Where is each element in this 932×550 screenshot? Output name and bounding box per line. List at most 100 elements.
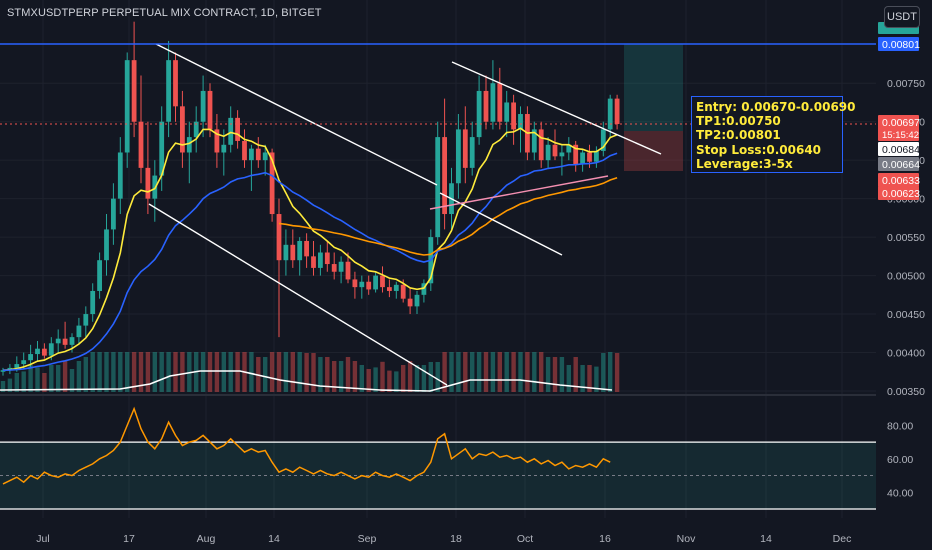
volume-bar [235,352,240,392]
volume-bar [166,352,171,392]
candle [186,121,192,184]
volume-bar [490,352,496,392]
support-trendline [429,175,609,210]
volume-bar [442,352,447,392]
candle [124,52,130,168]
price-tag: 15:15:42 [878,127,919,141]
candle [318,244,323,276]
candle [469,121,475,176]
candle [566,137,572,161]
candle [387,279,392,298]
candle [518,106,523,153]
volume-bar [594,366,599,392]
candle [504,90,510,138]
candle [290,229,296,268]
candle [117,137,123,215]
candle [338,256,344,284]
candle [366,275,372,295]
time-tick-label: 16 [599,533,611,545]
volume-bar [511,352,516,392]
time-tick-label: 18 [450,533,462,545]
price-tag: 0.00684 [878,142,920,156]
volume-bar [483,352,489,392]
candle [580,148,585,172]
volume-bar [449,352,454,392]
volume-bar [539,352,544,392]
volume-bar [56,365,61,392]
volume-bar [359,365,364,392]
price-tick-label: 0.00550 [887,232,925,244]
volume-bar [104,352,109,392]
candle [207,83,213,138]
candle [456,114,461,199]
volume-bar [83,357,88,392]
volume-bar [552,357,558,392]
ema-slow-line [278,177,618,256]
rsi-tick-label: 60.00 [887,454,913,466]
volume-bar [504,352,509,392]
candle [373,271,378,293]
candle [345,252,351,284]
ema-mid-line [2,152,618,371]
volume-bar [497,352,502,392]
volume-ma-line [0,370,613,392]
volume-bar [345,357,351,392]
price-tag-text: 0.00633 [882,175,920,187]
volume-bar [97,352,102,392]
time-tick-label: Aug [197,533,216,545]
candle [497,67,503,130]
price-tick-label: 0.00500 [887,271,925,283]
price-tag-text: 0.00623 [882,188,920,200]
candle [76,317,82,345]
volume-bar [49,365,54,392]
indicator-lines [0,127,618,392]
candle [221,129,227,176]
currency-button[interactable]: USDT [884,6,920,28]
candle [35,340,40,362]
rsi-line [2,406,611,485]
channel-upper-line [155,43,438,186]
candle [297,237,303,276]
candle [304,233,309,268]
volume-bar [587,365,592,392]
volume-bar [145,352,151,392]
candle [476,75,482,145]
price-tag: 0.00801 [878,37,920,51]
candle [262,144,268,176]
volume-bar [180,352,185,392]
volume-bar [111,352,116,392]
price-tag: 0.00633 [878,173,920,187]
candle [511,94,516,145]
time-tick-label: Nov [677,533,696,545]
entry-text: Entry: 0.00670-0.00690 [696,100,856,114]
channel-lower-line [148,203,448,386]
candle [483,75,489,130]
volume-bar [221,352,226,392]
candle [614,94,620,130]
candle [311,240,316,276]
candle [42,343,47,359]
volume-bar [297,352,302,392]
candle [228,106,234,153]
candle [55,329,61,353]
volume-bar [200,352,206,392]
candle [538,121,544,168]
time-tick-label: Oct [517,533,533,545]
price-tag-text: 0.00801 [882,39,920,51]
price-tag: 0.00623 [878,186,920,200]
volume-bar [387,370,392,392]
candle [414,290,420,315]
take-profit-zone [624,44,683,131]
rsi-tick-label: 80.00 [887,420,913,432]
candle [380,266,385,293]
candle [138,75,144,184]
volume-bar [14,373,19,392]
candle [283,229,289,276]
candle [166,40,171,138]
volume-bar [580,365,585,392]
candle [435,121,441,245]
volume-bar [373,367,378,392]
candle [573,140,579,172]
